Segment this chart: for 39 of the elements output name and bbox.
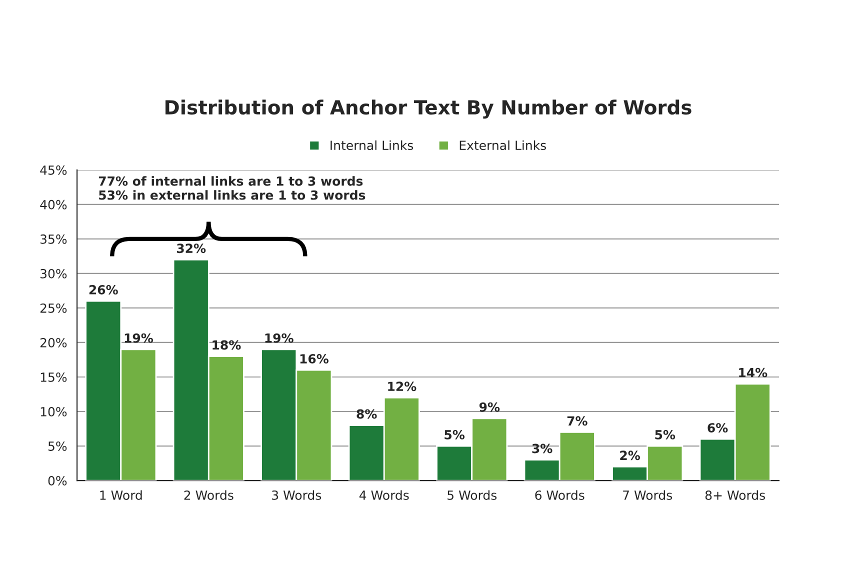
data-label: 19% xyxy=(265,333,294,343)
x-tick-label: 3 Words xyxy=(272,490,322,500)
chart-title: Distribution of Anchor Text By Number of Words xyxy=(166,100,692,119)
data-label: 19% xyxy=(124,333,154,343)
y-tick-label: 45% xyxy=(40,165,67,175)
data-label: 26% xyxy=(89,285,118,294)
y-tick-label: 20% xyxy=(40,338,67,348)
annotation: 53% in external links are 1 to 3 words xyxy=(99,190,366,200)
y-tick-label: 0% xyxy=(48,476,67,486)
data-label: 8% xyxy=(356,409,377,419)
data-label: 5% xyxy=(444,430,465,440)
data-label: 9% xyxy=(479,402,500,412)
legend-label: Internal Links xyxy=(330,140,414,150)
data-label: 18% xyxy=(212,340,241,350)
data-label: 32% xyxy=(176,244,206,254)
y-tick-label: 30% xyxy=(40,268,67,278)
legend-label: External Links xyxy=(460,140,546,150)
data-label: 5% xyxy=(655,430,676,440)
data-label: 3% xyxy=(532,444,552,454)
data-label: 14% xyxy=(739,368,768,378)
y-tick-label: 25% xyxy=(40,303,67,313)
y-tick-label: 40% xyxy=(40,200,67,210)
x-tick-label: 4 Words xyxy=(359,490,409,500)
x-tick-label: 5 Words xyxy=(448,490,497,500)
x-tick-label: 8+ Words xyxy=(705,490,765,500)
y-tick-label: 5% xyxy=(48,441,67,451)
data-label: 7% xyxy=(567,416,588,426)
data-label: 6% xyxy=(708,423,728,433)
data-label: 2% xyxy=(620,450,640,460)
y-tick-label: 15% xyxy=(40,372,67,382)
data-label: 16% xyxy=(300,354,328,364)
x-tick-label: 7 Words xyxy=(623,490,672,500)
y-tick-label: 10% xyxy=(40,406,67,416)
annotation: 77% of internal links are 1 to 3 words xyxy=(98,176,363,186)
data-label: 12% xyxy=(388,382,416,392)
x-tick-label: 2 Words xyxy=(184,490,234,500)
x-tick-label: 6 Words xyxy=(535,490,584,500)
x-tick-label: 1 Word xyxy=(100,490,142,500)
y-tick-label: 35% xyxy=(40,234,67,244)
